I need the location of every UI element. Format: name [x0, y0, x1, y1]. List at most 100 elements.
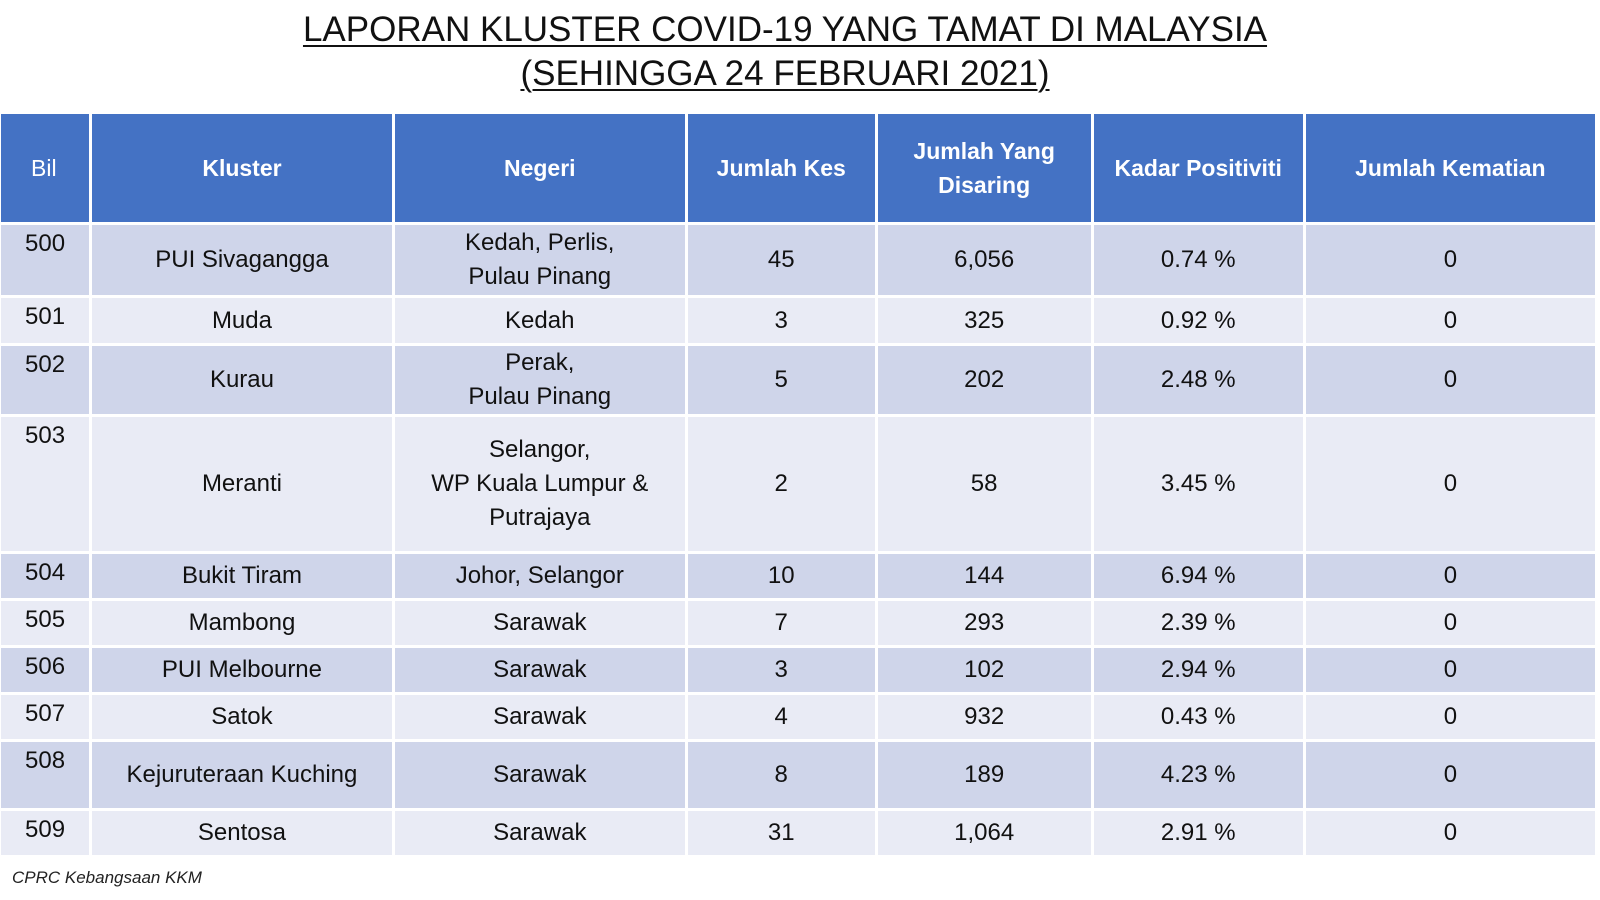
- cell-kadar-positiviti: 2.48 %: [1093, 346, 1303, 414]
- cell-kadar-positiviti: 3.45 %: [1093, 417, 1303, 551]
- table-row: 505 Mambong Sarawak 7 293 2.39 % 0: [1, 601, 1595, 645]
- cell-negeri-line: WP Kuala Lumpur &: [431, 470, 649, 497]
- cell-negeri-line: Kedah, Perlis,: [465, 229, 615, 256]
- cell-kadar-positiviti: 6.94 %: [1093, 554, 1303, 598]
- cell-negeri: Sarawak: [394, 742, 685, 808]
- cell-jumlah-disaring: 1,064: [877, 811, 1091, 855]
- cell-negeri-line: Pulau Pinang: [468, 263, 612, 290]
- cell-bil: 505: [1, 601, 90, 645]
- cell-jumlah-kes: 10: [687, 554, 875, 598]
- cell-jumlah-kematian: 0: [1305, 742, 1595, 808]
- cell-negeri-line: Perak,: [505, 349, 575, 376]
- header-jumlah-kematian: Jumlah Kematian: [1305, 114, 1595, 222]
- cell-bil: 503: [1, 417, 90, 551]
- cell-jumlah-kematian: 0: [1305, 554, 1595, 598]
- cell-jumlah-kes: 4: [687, 695, 875, 739]
- cell-bil: 509: [1, 811, 90, 855]
- cell-jumlah-disaring: 102: [877, 648, 1091, 692]
- header-kluster: Kluster: [92, 114, 392, 222]
- cell-negeri: Sarawak: [394, 648, 685, 692]
- cell-negeri: Selangor, WP Kuala Lumpur & Putrajaya: [394, 417, 685, 551]
- cluster-report-table: Bil Kluster Negeri Jumlah Kes Jumlah Yan…: [0, 111, 1598, 858]
- cell-bil: 504: [1, 554, 90, 598]
- header-negeri: Negeri: [394, 114, 685, 222]
- table-row: 500 PUI Sivagangga Kedah, Perlis, Pulau Pin…: [1, 225, 1595, 295]
- table-row: 509 Sentosa Sarawak 31 1,064 2.91 % 0: [1, 811, 1595, 855]
- cell-negeri-line: Sarawak: [493, 656, 587, 683]
- cell-jumlah-kes: 7: [687, 601, 875, 645]
- table-row: 501 Muda Kedah 3 325 0.92 % 0: [1, 298, 1595, 343]
- cell-kadar-positiviti: 2.39 %: [1093, 601, 1303, 645]
- cell-jumlah-disaring: 6,056: [877, 225, 1091, 295]
- header-jumlah-disaring-line-1: Jumlah Yang: [913, 138, 1055, 164]
- cell-kadar-positiviti: 0.74 %: [1093, 225, 1303, 295]
- cell-kadar-positiviti: 0.92 %: [1093, 298, 1303, 343]
- cell-bil: 500: [1, 225, 90, 295]
- cell-negeri: Perak, Pulau Pinang: [394, 346, 685, 414]
- cell-jumlah-disaring: 202: [877, 346, 1091, 414]
- cell-negeri-line: Johor, Selangor: [455, 562, 624, 589]
- cell-negeri-line: Sarawak: [493, 761, 587, 788]
- cell-negeri: Sarawak: [394, 695, 685, 739]
- cell-negeri: Sarawak: [394, 601, 685, 645]
- cell-kluster: Kurau: [92, 346, 392, 414]
- header-bil: Bil: [1, 114, 90, 222]
- header-jumlah-disaring-line-2: Disaring: [938, 172, 1031, 198]
- cell-bil: 506: [1, 648, 90, 692]
- table-row: 507 Satok Sarawak 4 932 0.43 % 0: [1, 695, 1595, 739]
- cell-kluster: Muda: [92, 298, 392, 343]
- cell-negeri-line: Selangor,: [489, 436, 591, 463]
- cell-bil: 508: [1, 742, 90, 808]
- cell-kluster: Sentosa: [92, 811, 392, 855]
- cell-kadar-positiviti: 4.23 %: [1093, 742, 1303, 808]
- table-body: 500 PUI Sivagangga Kedah, Perlis, Pulau Pin…: [1, 225, 1595, 855]
- cell-bil: 507: [1, 695, 90, 739]
- table-row: 502 Kurau Perak, Pulau Pinang 5 202 2.48 % 0: [1, 346, 1595, 414]
- cell-negeri-line: Sarawak: [493, 819, 587, 846]
- cell-jumlah-kematian: 0: [1305, 225, 1595, 295]
- cell-kluster: Bukit Tiram: [92, 554, 392, 598]
- header-jumlah-kes: Jumlah Kes: [687, 114, 875, 222]
- cell-negeri-line: Sarawak: [493, 609, 587, 636]
- cell-jumlah-kematian: 0: [1305, 346, 1595, 414]
- cell-jumlah-kes: 8: [687, 742, 875, 808]
- page-title-line-1: LAPORAN KLUSTER COVID-19 YANG TAMAT DI M…: [302, 10, 1268, 49]
- cell-negeri: Kedah: [394, 298, 685, 343]
- table-row: 508 Kejuruteraan Kuching Sarawak 8 189 4.23 %…: [1, 742, 1595, 808]
- cell-negeri-line: Pulau Pinang: [468, 383, 612, 410]
- cell-jumlah-kematian: 0: [1305, 298, 1595, 343]
- cell-bil: 502: [1, 346, 90, 414]
- table-row: 503 Meranti Selangor, WP Kuala Lumpur & Putr…: [1, 417, 1595, 551]
- cell-negeri-line: Sarawak: [493, 703, 587, 730]
- cell-bil: 501: [1, 298, 90, 343]
- header-jumlah-disaring: Jumlah Yang Disaring: [877, 114, 1091, 222]
- page-title-line-2: (SEHINGGA 24 FEBRUARI 2021): [520, 54, 1050, 93]
- header-kadar-positiviti: Kadar Positiviti: [1093, 114, 1303, 222]
- cell-negeri-line: Kedah: [505, 306, 575, 334]
- cell-jumlah-kes: 2: [687, 417, 875, 551]
- cell-negeri-line: Putrajaya: [489, 504, 591, 531]
- cell-jumlah-kes: 3: [687, 648, 875, 692]
- cell-kluster: Mambong: [92, 601, 392, 645]
- cell-negeri: Kedah, Perlis, Pulau Pinang: [394, 225, 685, 295]
- table-header-row: Bil Kluster Negeri Jumlah Kes Jumlah Yan…: [1, 114, 1595, 222]
- cell-jumlah-kematian: 0: [1305, 695, 1595, 739]
- cell-jumlah-kes: 3: [687, 298, 875, 343]
- cell-kluster: PUI Melbourne: [92, 648, 392, 692]
- cell-jumlah-kematian: 0: [1305, 417, 1595, 551]
- cell-kluster: Satok: [92, 695, 392, 739]
- cell-kadar-positiviti: 0.43 %: [1093, 695, 1303, 739]
- cell-jumlah-kematian: 0: [1305, 811, 1595, 855]
- table-row: 506 PUI Melbourne Sarawak 3 102 2.94 % 0: [1, 648, 1595, 692]
- cell-jumlah-disaring: 932: [877, 695, 1091, 739]
- cell-jumlah-kes: 5: [687, 346, 875, 414]
- source-footer: CPRC Kebangsaan KKM: [12, 868, 202, 887]
- cell-kluster: PUI Sivagangga: [92, 225, 392, 295]
- cell-kluster: Meranti: [92, 417, 392, 551]
- cell-kadar-positiviti: 2.94 %: [1093, 648, 1303, 692]
- cell-jumlah-disaring: 58: [877, 417, 1091, 551]
- cell-negeri: Sarawak: [394, 811, 685, 855]
- cell-jumlah-kematian: 0: [1305, 648, 1595, 692]
- cell-negeri: Johor, Selangor: [394, 554, 685, 598]
- cell-jumlah-disaring: 144: [877, 554, 1091, 598]
